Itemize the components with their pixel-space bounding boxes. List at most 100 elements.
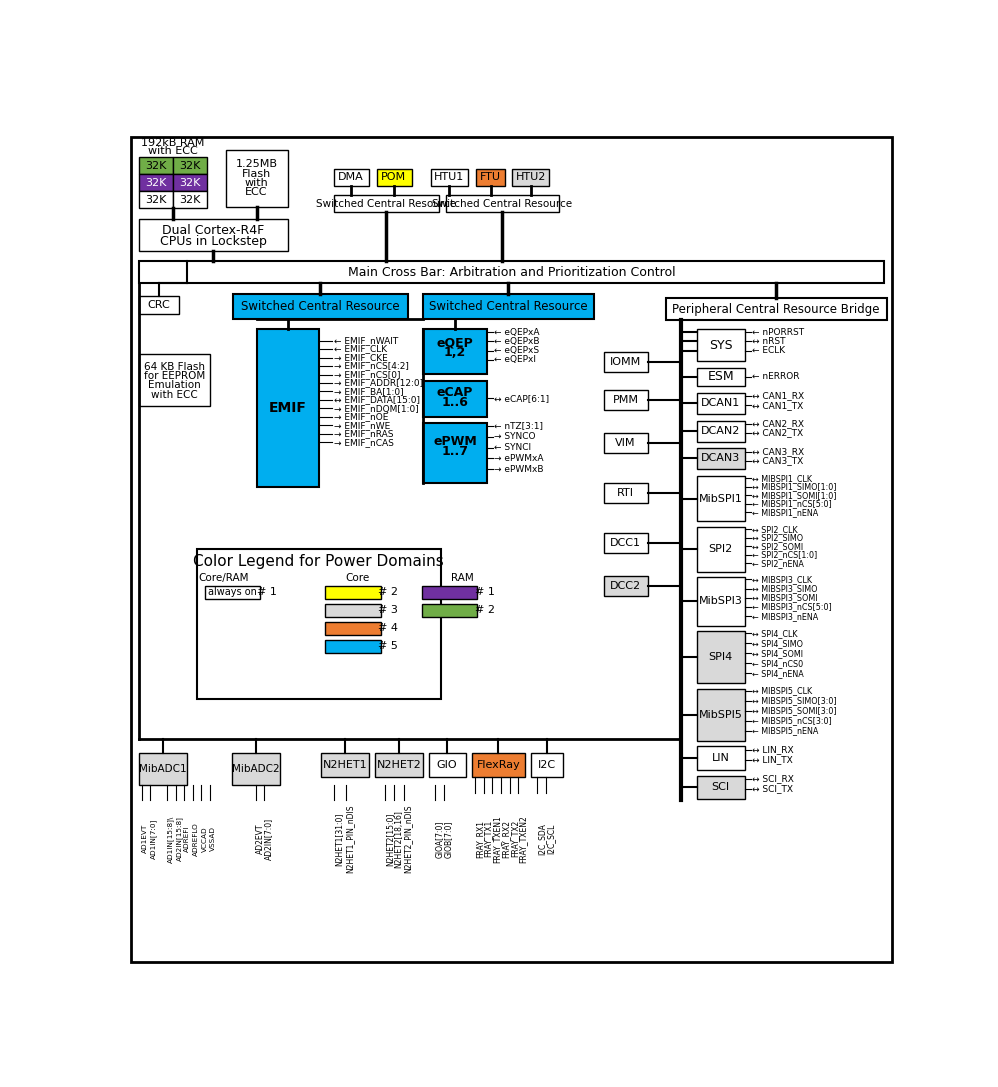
Text: FTU: FTU [480,173,501,183]
FancyBboxPatch shape [604,390,648,410]
Text: # 4: # 4 [378,623,398,633]
Text: AD2EVT: AD2EVT [255,824,264,854]
Text: AD1IN[15:8]\: AD1IN[15:8]\ [168,815,174,862]
FancyBboxPatch shape [334,196,439,212]
Text: HTU1: HTU1 [434,173,465,183]
FancyBboxPatch shape [697,776,745,799]
Text: SPI2: SPI2 [709,545,733,554]
FancyBboxPatch shape [697,630,745,684]
Text: DCAN3: DCAN3 [702,453,741,463]
Text: I2C_SCL: I2C_SCL [546,824,555,854]
Text: CRC: CRC [148,300,171,310]
Text: Switched Central Resource: Switched Central Resource [315,199,456,209]
Text: I2C: I2C [538,760,556,770]
FancyBboxPatch shape [421,604,477,617]
Text: Switched Central Resource: Switched Central Resource [429,300,588,313]
Text: ← EMIF_nWAIT: ← EMIF_nWAIT [334,336,398,346]
Text: ↔ CAN2_RX: ↔ CAN2_RX [752,420,804,428]
Text: N2HET2[18,16]: N2HET2[18,16] [394,810,403,867]
FancyBboxPatch shape [226,150,287,208]
Text: N2HET1: N2HET1 [322,760,367,770]
Text: ECC: ECC [246,187,267,197]
Text: → EMIF_nOE: → EMIF_nOE [334,412,388,422]
Text: ADREFLO: ADREFLO [193,822,199,855]
Text: ← MIBSPI5_nENA: ← MIBSPI5_nENA [752,726,819,736]
Text: N2HET2_PIN_nDIS: N2HET2_PIN_nDIS [404,804,413,873]
FancyBboxPatch shape [604,483,648,503]
Text: GIOA[7:0]: GIOA[7:0] [435,821,444,858]
Text: ↔ SPI2_SIMO: ↔ SPI2_SIMO [752,534,803,542]
Text: eCAP: eCAP [437,386,473,399]
FancyBboxPatch shape [476,168,505,186]
FancyBboxPatch shape [139,174,173,191]
Text: DMA: DMA [338,173,364,183]
Text: ← MIBSPI5_nCS[3:0]: ← MIBSPI5_nCS[3:0] [752,716,832,725]
FancyBboxPatch shape [139,261,884,283]
Text: ← nTZ[3:1]: ← nTZ[3:1] [494,422,544,430]
Text: 1..7: 1..7 [441,445,468,458]
Text: ← SYNCI: ← SYNCI [494,443,532,452]
Text: EMIF: EMIF [268,401,306,414]
FancyBboxPatch shape [376,168,411,186]
FancyBboxPatch shape [472,752,525,777]
Text: FRAY_RX1: FRAY_RX1 [475,820,484,858]
Text: Peripheral Central Resource Bridge: Peripheral Central Resource Bridge [672,302,879,315]
Text: ESM: ESM [708,371,735,384]
Text: ↔ SCI_TX: ↔ SCI_TX [752,785,793,794]
Text: ↔ MIBSPI5_CLK: ↔ MIBSPI5_CLK [752,687,812,696]
Text: 32K: 32K [180,178,201,188]
Text: ↔ EMIF_DATA[15:0]: ↔ EMIF_DATA[15:0] [334,396,420,404]
Text: GIOB[7:0]: GIOB[7:0] [444,821,453,858]
Text: → EMIF_CKE: → EMIF_CKE [334,353,388,362]
Text: # 1: # 1 [257,587,277,597]
Text: Color Legend for Power Domains: Color Legend for Power Domains [194,554,444,570]
FancyBboxPatch shape [139,752,187,785]
Text: with ECC: with ECC [148,147,198,157]
Text: ADREFI: ADREFI [185,826,191,852]
FancyBboxPatch shape [697,329,745,362]
Text: → EMIF_BA[1:0]: → EMIF_BA[1:0] [334,387,403,396]
Text: ↔ eCAP[6:1]: ↔ eCAP[6:1] [494,393,550,403]
Text: GIO: GIO [437,760,457,770]
Text: ↔ MIBSPI1_CLK: ↔ MIBSPI1_CLK [752,474,812,483]
Text: VCCAD: VCCAD [202,826,208,851]
Text: Core: Core [345,573,369,583]
Text: AD1IN[7:0]: AD1IN[7:0] [151,819,157,859]
FancyBboxPatch shape [697,527,745,572]
FancyBboxPatch shape [604,533,648,553]
Text: ↔ nRST: ↔ nRST [752,337,786,346]
FancyBboxPatch shape [423,380,487,417]
Text: ↔ MIBSPI3_SOMI: ↔ MIBSPI3_SOMI [752,594,818,602]
Text: 64 KB Flash: 64 KB Flash [144,362,205,372]
Text: FRAY_TXEN2: FRAY_TXEN2 [518,815,528,863]
Text: DCAN1: DCAN1 [702,398,741,408]
Text: → EMIF_nWE: → EMIF_nWE [334,421,390,429]
Text: N2HET2: N2HET2 [376,760,421,770]
Text: ↔ LIN_RX: ↔ LIN_RX [752,745,794,754]
FancyBboxPatch shape [234,295,407,320]
Text: → EMIF_nRAS: → EMIF_nRAS [334,429,393,438]
Text: VSSAD: VSSAD [210,826,216,851]
Text: POM: POM [381,173,406,183]
FancyBboxPatch shape [232,752,279,785]
FancyBboxPatch shape [334,168,369,186]
Text: ↔ CAN3_TX: ↔ CAN3_TX [752,457,803,465]
Text: AD1EVT: AD1EVT [142,824,148,853]
FancyBboxPatch shape [697,577,745,625]
Text: I2C_SDA: I2C_SDA [537,823,546,854]
FancyBboxPatch shape [205,586,260,599]
Text: ↔ MIBSPI3_CLK: ↔ MIBSPI3_CLK [752,575,812,584]
Text: ← eQEPxI: ← eQEPxI [494,355,536,364]
Text: ← SPI4_nENA: ← SPI4_nENA [752,669,804,678]
Text: CPUs in Lockstep: CPUs in Lockstep [160,235,266,248]
Text: # 2: # 2 [378,587,398,597]
FancyBboxPatch shape [139,158,173,174]
Text: ← EMIF_CLK: ← EMIF_CLK [334,345,387,353]
Text: 32K: 32K [145,178,167,188]
Text: ← MIBSPI3_nCS[5:0]: ← MIBSPI3_nCS[5:0] [752,602,832,612]
FancyBboxPatch shape [256,329,318,487]
Text: DCC1: DCC1 [610,538,641,548]
Text: MibADC2: MibADC2 [232,764,279,774]
Text: 32K: 32K [180,195,201,204]
Text: → SYNCO: → SYNCO [494,433,536,441]
